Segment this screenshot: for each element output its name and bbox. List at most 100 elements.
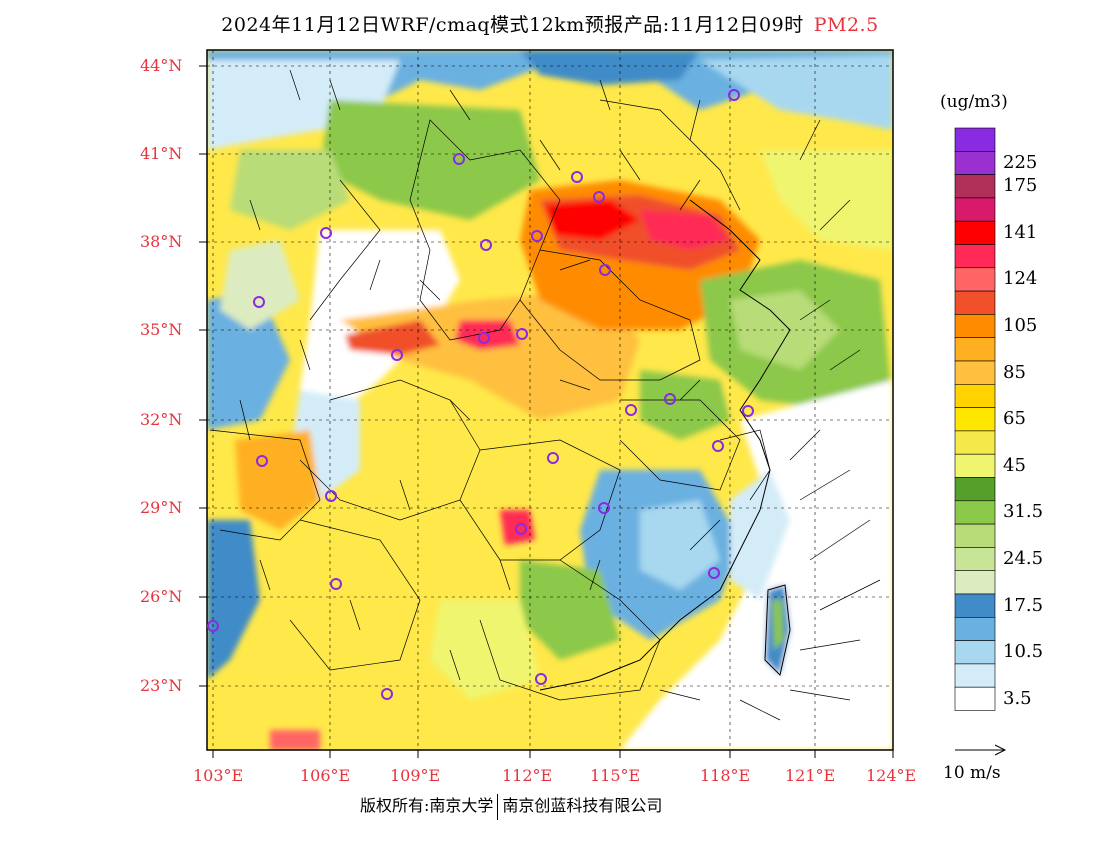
colorbar: [954, 127, 996, 711]
station-marker: [593, 191, 605, 203]
colorbar-bin: [954, 430, 996, 455]
copyright-footer: 版权所有:南京大学 南京创蓝科技有限公司: [360, 792, 662, 820]
lat-label: 38°N: [140, 232, 183, 251]
taiwan-outline: [764, 584, 791, 676]
colorbar-bin: [954, 151, 996, 175]
legend-unit: (ug/m3): [940, 92, 1008, 112]
lat-label: 29°N: [140, 498, 183, 517]
city-stations: [207, 89, 754, 700]
colorbar-label: 105: [1003, 315, 1038, 337]
colorbar-bin: [954, 197, 996, 222]
station-marker: [535, 673, 547, 685]
colorbar-bin: [954, 127, 996, 152]
station-marker: [453, 153, 465, 165]
station-marker: [571, 171, 583, 183]
company-text: 南京创蓝科技有限公司: [502, 796, 663, 815]
colorbar-label: 31.5: [1003, 501, 1044, 523]
graticule: [207, 50, 893, 750]
lon-label: 109°E: [390, 766, 441, 785]
station-marker: [325, 490, 337, 502]
colorbar-label: 225: [1003, 151, 1038, 173]
station-marker: [478, 332, 490, 344]
colorbar-label: 85: [1003, 361, 1026, 383]
colorbar-bin: [954, 244, 996, 269]
station-marker: [330, 578, 342, 590]
colorbar-bin: [954, 267, 996, 292]
coastline: [539, 199, 791, 691]
colorbar-bin: [954, 523, 996, 548]
station-marker: [599, 264, 611, 276]
station-marker: [742, 405, 754, 417]
station-marker: [256, 455, 268, 467]
station-marker: [728, 89, 740, 101]
station-marker: [516, 328, 528, 340]
colorbar-bin: [954, 407, 996, 432]
colorbar-bin: [954, 547, 996, 572]
station-marker: [712, 440, 724, 452]
colorbar-label: 141: [1003, 221, 1038, 243]
lat-label: 44°N: [140, 56, 183, 75]
lat-label: 41°N: [140, 144, 183, 163]
map-frame: [206, 49, 894, 751]
copyright-text: 版权所有:南京大学: [360, 796, 494, 815]
map-title: 2024年11月12日WRF/cmaq模式12km预报产品:11月12日09时 P…: [0, 10, 1100, 37]
colorbar-label: 175: [1003, 175, 1038, 197]
station-marker: [708, 567, 720, 579]
colorbar-bin: [954, 220, 996, 245]
lat-label: 26°N: [140, 587, 183, 606]
colorbar-bin: [954, 500, 996, 525]
colorbar-bin: [954, 337, 996, 362]
axis-ticks: [199, 65, 894, 758]
colorbar-label: 17.5: [1003, 594, 1044, 616]
station-marker: [391, 349, 403, 361]
station-marker: [547, 452, 559, 464]
station-marker: [664, 393, 676, 405]
colorbar-bin: [954, 616, 996, 641]
station-marker: [480, 239, 492, 251]
station-marker: [531, 230, 543, 242]
station-marker: [598, 502, 610, 514]
colorbar-bin: [954, 593, 996, 618]
colorbar-bin: [954, 453, 996, 478]
colorbar-bin: [954, 174, 996, 199]
lon-label: 106°E: [300, 766, 351, 785]
lat-label: 23°N: [140, 676, 183, 695]
lon-label: 118°E: [700, 766, 751, 785]
colorbar-label: 24.5: [1003, 548, 1044, 570]
title-variable: PM2.5: [813, 14, 879, 36]
lon-label: 121°E: [785, 766, 836, 785]
lat-label: 32°N: [140, 410, 183, 429]
lon-label: 112°E: [502, 766, 553, 785]
lon-label: 124°E: [866, 766, 917, 785]
station-marker: [381, 688, 393, 700]
lon-label: 115°E: [590, 766, 641, 785]
colorbar-bin: [954, 663, 996, 688]
station-marker: [320, 227, 332, 239]
colorbar-label: 65: [1003, 408, 1026, 430]
concentration-field: [207, 50, 893, 750]
colorbar-bin: [954, 686, 996, 711]
footer-separator: [497, 793, 499, 820]
colorbar-label: 124: [1003, 268, 1038, 290]
station-marker: [515, 523, 527, 535]
title-main: 2024年11月12日WRF/cmaq模式12km预报产品:11月12日09时: [221, 14, 804, 36]
colorbar-bin: [954, 360, 996, 385]
colorbar-bin: [954, 290, 996, 315]
province-borders: [209, 99, 771, 701]
lon-label: 103°E: [193, 766, 244, 785]
wind-scale-label: 10 m/s: [943, 763, 1001, 783]
colorbar-bin: [954, 383, 996, 408]
station-marker: [207, 620, 219, 632]
colorbar-bin: [954, 570, 996, 595]
station-marker: [625, 404, 637, 416]
colorbar-bin: [954, 477, 996, 502]
lat-label: 35°N: [140, 320, 183, 339]
station-marker: [253, 296, 265, 308]
colorbar-bin: [954, 640, 996, 665]
colorbar-label: 45: [1003, 454, 1026, 476]
wind-scale-arrow: [955, 744, 1007, 756]
colorbar-bin: [954, 314, 996, 338]
colorbar-label: 10.5: [1003, 641, 1044, 663]
colorbar-label: 3.5: [1003, 687, 1032, 709]
